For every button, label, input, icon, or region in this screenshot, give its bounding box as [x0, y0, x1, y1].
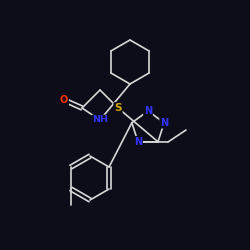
Text: N: N — [160, 118, 168, 128]
Text: S: S — [114, 103, 122, 113]
Text: N: N — [144, 106, 152, 116]
Text: N: N — [134, 137, 142, 147]
Text: NH: NH — [92, 116, 108, 124]
Text: O: O — [60, 95, 68, 105]
